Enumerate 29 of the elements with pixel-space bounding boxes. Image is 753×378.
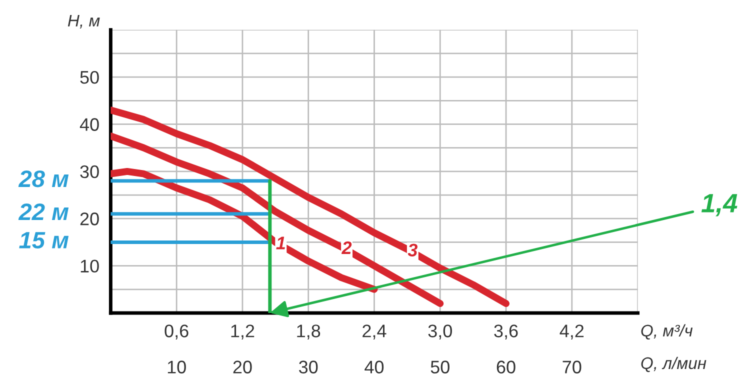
x-tick-label: 1,8 (297, 324, 320, 340)
y-axis-title: H, м (68, 14, 100, 29)
y-tick-label: 50 (80, 70, 99, 84)
x-axis-title: Q, м³/ч (641, 324, 693, 340)
x2-axis-title: Q, л/мин (641, 356, 706, 372)
x2-tick-label: 50 (430, 360, 450, 374)
x2-tick-label: 20 (233, 360, 252, 374)
text: 22 м (18, 204, 69, 220)
y-tick-label: 30 (80, 165, 99, 178)
text: 15 м (19, 232, 69, 249)
y-tick-label: 10 (80, 260, 99, 273)
x-tick-label: 4,2 (560, 324, 584, 340)
series-label: 1 (276, 236, 285, 250)
x2-tick-label: 60 (496, 360, 516, 374)
x-tick-label: 3,6 (494, 324, 518, 340)
x-tick-label: 0,6 (164, 324, 188, 340)
y-tick-label: 40 (80, 118, 99, 131)
series-label: 2 (341, 241, 352, 254)
series-label: 3 (408, 244, 418, 256)
x2-tick-label: 40 (364, 360, 384, 374)
x-tick-label: 3,0 (428, 324, 452, 340)
x-tick-label: 2,4 (362, 324, 386, 340)
text: 28 м (18, 170, 69, 188)
x2-tick-label: 10 (168, 360, 186, 374)
x2-tick-label: 30 (299, 360, 318, 374)
x-tick-label: 1,2 (231, 324, 254, 340)
annotation: 1,4 (701, 194, 738, 216)
y-tick-label: 20 (80, 212, 99, 226)
x2-tick-label: 70 (562, 360, 582, 374)
